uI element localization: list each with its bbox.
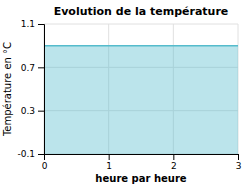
tick: 0.7: [21, 63, 44, 73]
plot-area: 0 1 2 3 -0.1 0.3 0.7 1.1: [17, 19, 241, 171]
tick-mark: [38, 24, 44, 25]
x-axis-label: heure par heure: [95, 173, 186, 184]
tick-mark: [173, 154, 174, 160]
chart: 0 1 2 3 -0.1 0.3 0.7 1.1 Evolution de la tempéra…: [0, 0, 250, 188]
tick: 3: [236, 154, 242, 171]
area: [44, 46, 238, 154]
tick-label: -0.1: [17, 149, 35, 159]
title: Evolution de la température: [54, 5, 229, 18]
tick-label: 0.3: [21, 106, 35, 116]
tick-label: 1: [106, 161, 112, 171]
tick: 0.3: [21, 106, 44, 116]
tick-mark: [38, 67, 44, 68]
grid: [44, 24, 238, 154]
tick: 2: [171, 154, 177, 171]
marks: [44, 46, 238, 154]
tick: 0: [42, 154, 48, 171]
tick-label: 2: [171, 161, 177, 171]
tick: 1.1: [21, 19, 44, 29]
x-axis: 0 1 2 3: [42, 154, 242, 171]
tick-label: 0.7: [21, 63, 35, 73]
tick-label: 0: [42, 161, 48, 171]
axis-domain: [45, 155, 239, 161]
axis-domain: [38, 25, 45, 155]
tick-mark: [38, 154, 44, 155]
grid-line-y: [44, 24, 238, 25]
tick-label: 1.1: [21, 19, 35, 29]
tick-mark: [238, 154, 239, 160]
tick: -0.1: [17, 149, 44, 159]
line: [44, 45, 238, 47]
tick-mark: [109, 154, 110, 160]
tick-label: 3: [236, 161, 242, 171]
y-axis-label: Température en °C: [2, 42, 13, 137]
y-axis: -0.1 0.3 0.7 1.1: [17, 19, 44, 159]
tick: 1: [106, 154, 112, 171]
tick-mark: [38, 111, 44, 112]
